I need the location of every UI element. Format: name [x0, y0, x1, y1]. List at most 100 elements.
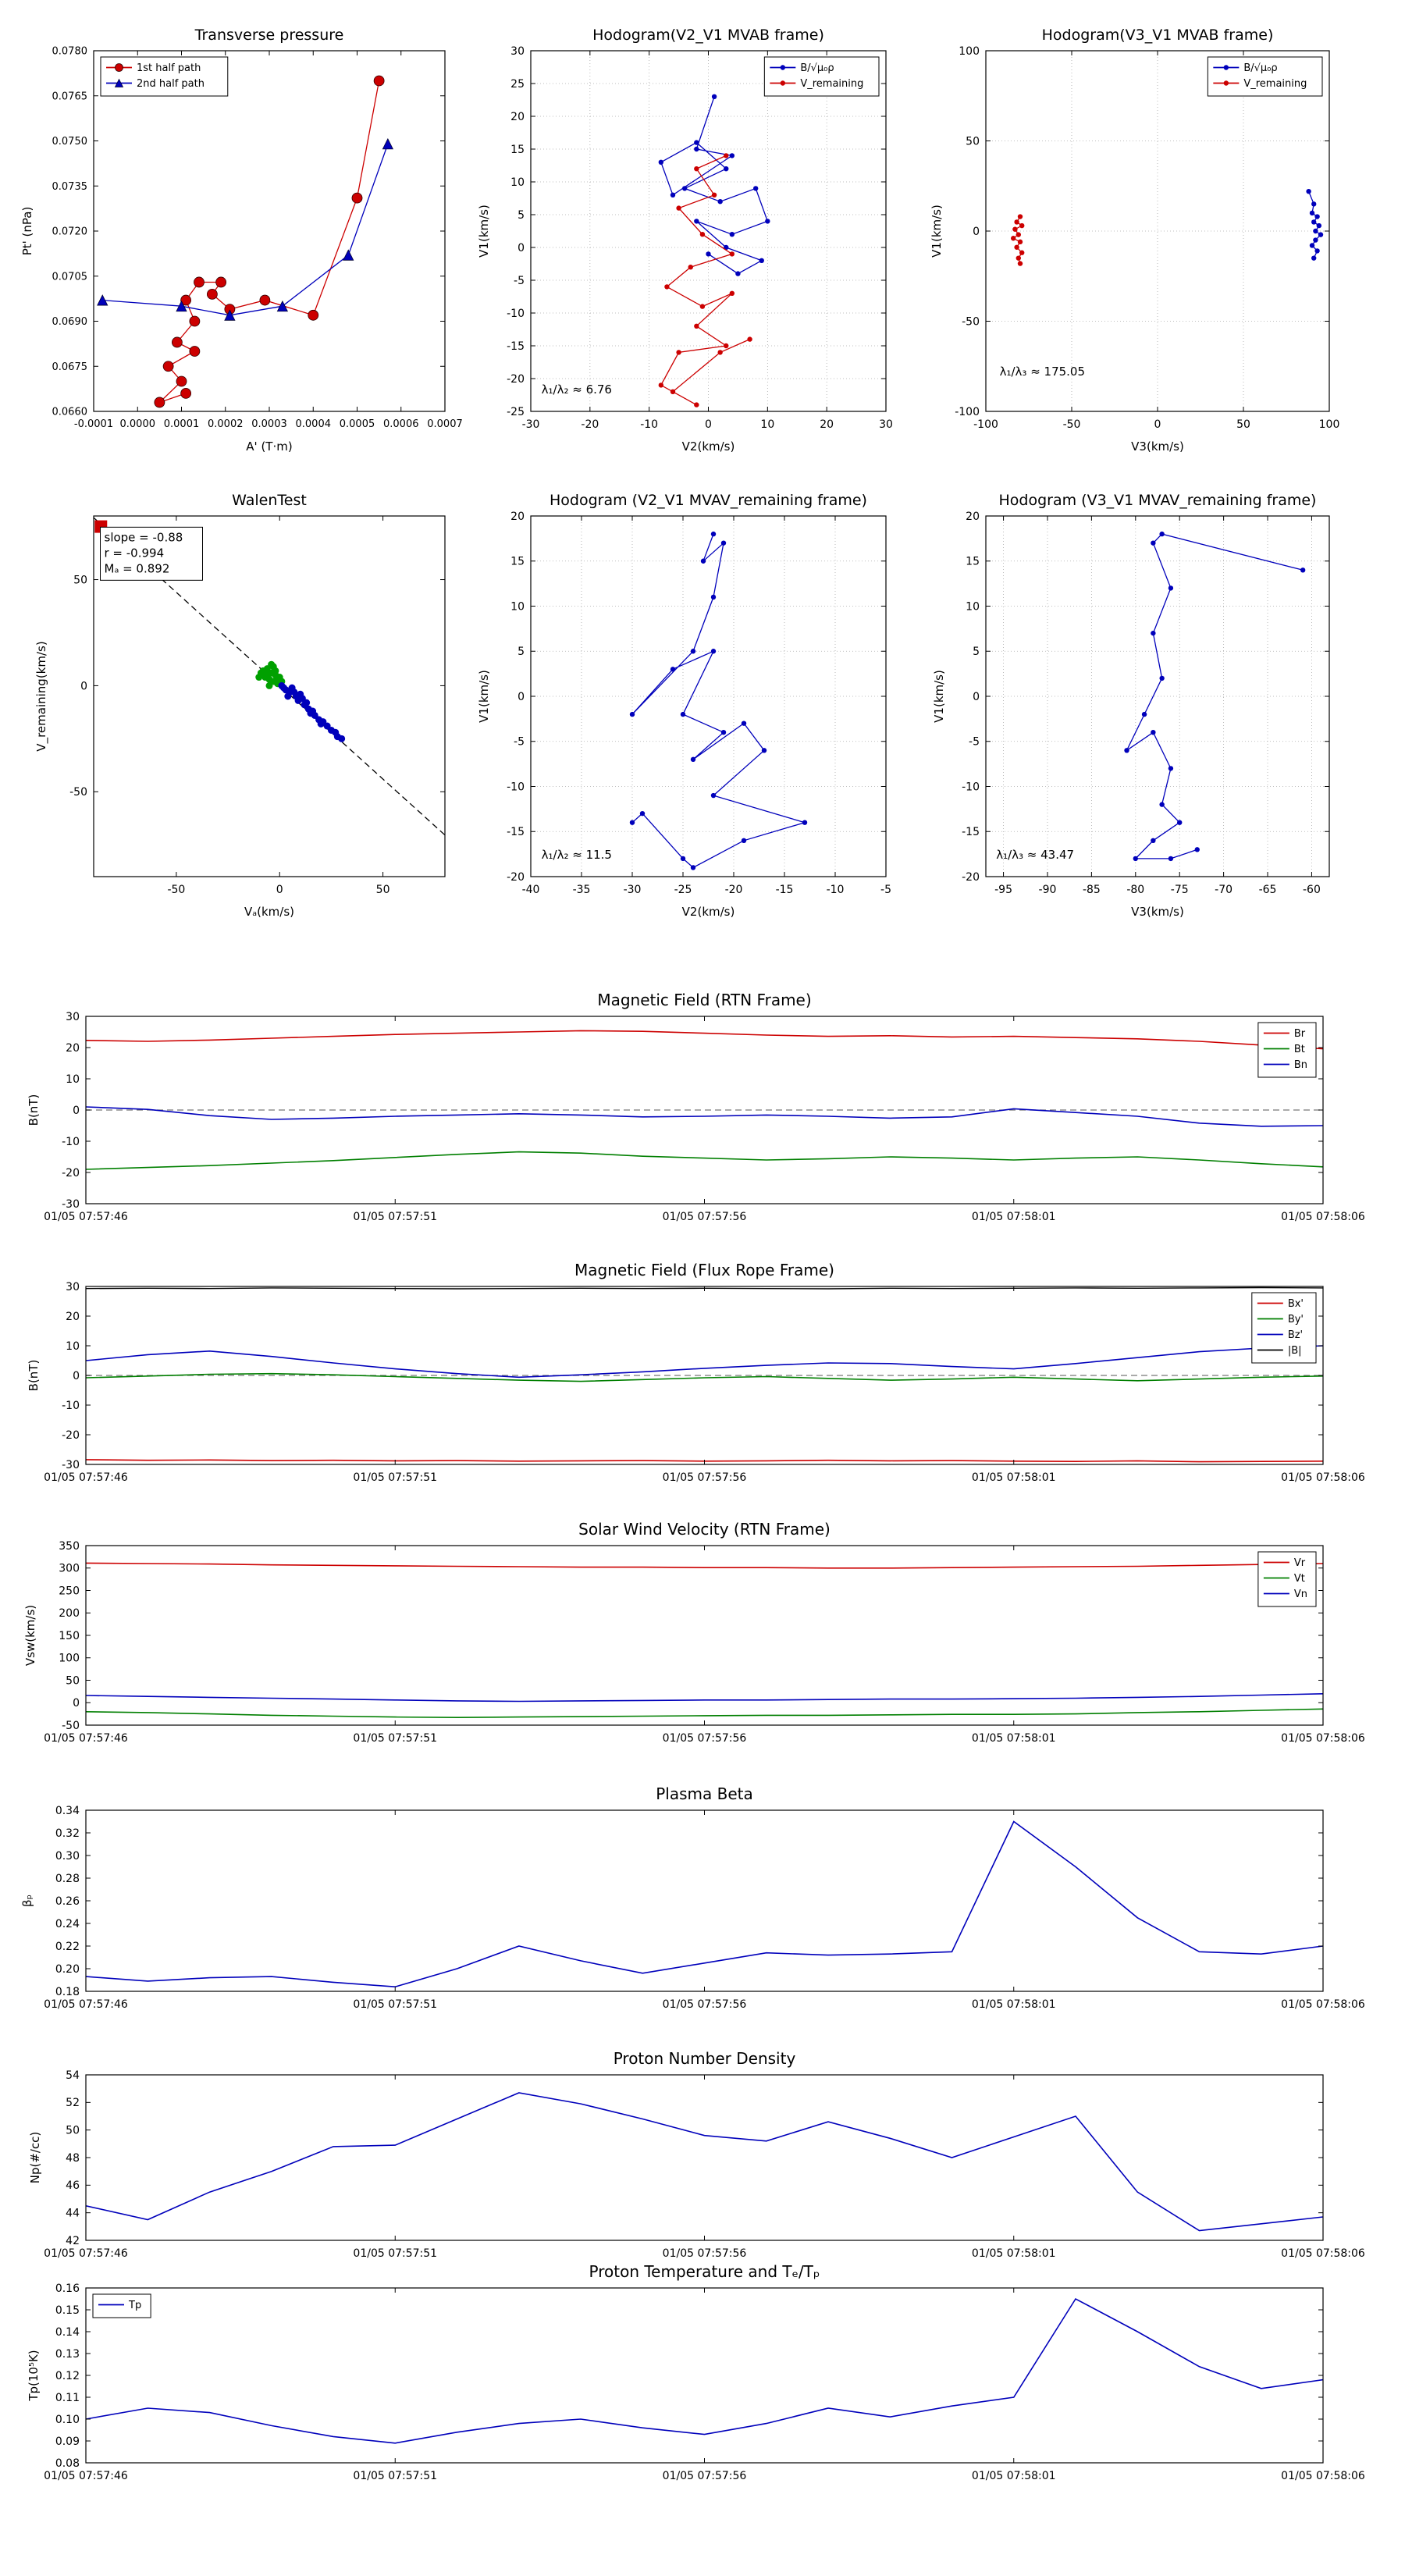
chart-title: WalenTest — [232, 492, 307, 509]
x-tick-label: -30 — [522, 418, 540, 431]
x-tick-label: -65 — [1259, 884, 1277, 896]
y-axis-label: B(nT) — [27, 1094, 41, 1126]
legend-label: By' — [1288, 1314, 1304, 1325]
y-tick-label: 0.0765 — [52, 91, 88, 102]
y-tick-label: -20 — [962, 871, 980, 884]
y-tick-label: 0.32 — [55, 1827, 80, 1840]
y-tick-label: 0.24 — [55, 1918, 80, 1930]
y-tick-label: -15 — [507, 340, 525, 353]
series-group — [86, 1562, 1323, 1719]
y-tick-label: 0.18 — [55, 1986, 80, 1998]
y-tick-label: 0.11 — [55, 2392, 80, 2404]
x-tick-label: 01/05 07:57:51 — [353, 2247, 437, 2260]
y-tick-label: 10 — [510, 600, 525, 613]
x-tick-label: 50 — [376, 884, 390, 896]
x-tick-label: 0 — [1154, 418, 1161, 431]
x-tick-label: 0.0006 — [383, 418, 419, 430]
legend-label: Bx' — [1288, 1298, 1304, 1310]
x-tick-label: 01/05 07:57:46 — [44, 1732, 128, 1745]
chart-svg: -95 -90 -85 -80 -75 -70 -65 -60 -20 -15 -10 -5 0 5 10 1… — [932, 492, 1330, 919]
x-tick-label: -20 — [581, 418, 599, 431]
series-group — [629, 531, 808, 870]
y-axis-label: βₚ — [20, 1895, 34, 1907]
chart-title: Solar Wind Velocity (RTN Frame) — [578, 1520, 831, 1539]
x-tick-label: 01/05 07:58:01 — [972, 2470, 1056, 2482]
series-group — [1011, 188, 1324, 266]
y-tick-label: 350 — [59, 1540, 80, 1553]
chart-svg: 01/05 07:57:46 01/05 07:57:51 01/05 07:57:… — [23, 1520, 1365, 1745]
legend-label: Bn — [1294, 1059, 1307, 1071]
x-tick-label: -5 — [880, 884, 891, 896]
series-1st half path — [158, 80, 380, 404]
x-tick-label: 50 — [1236, 418, 1250, 431]
y-tick-label: 15 — [510, 144, 525, 156]
series-Br — [86, 1030, 1323, 1050]
y-tick-label: 0.0675 — [52, 361, 88, 373]
y-tick-label: 20 — [510, 511, 525, 523]
x-tick-label: 0.0000 — [120, 418, 156, 430]
x-tick-label: -35 — [573, 884, 591, 896]
legend-label: 2nd half path — [137, 78, 205, 90]
x-tick-label: 01/05 07:57:56 — [663, 1998, 747, 2011]
annotation: λ₁/λ₃ ≈ 43.47 — [996, 848, 1074, 862]
annotation: λ₁/λ₂ ≈ 11.5 — [542, 848, 612, 862]
y-tick-label: 52 — [66, 2097, 80, 2109]
y-axis-label: B(nT) — [27, 1360, 41, 1392]
x-tick-label: 0.0004 — [296, 418, 332, 430]
y-tick-label: 0 — [73, 1697, 80, 1710]
series-Tp — [86, 2297, 1323, 2444]
y-tick-label: 20 — [510, 111, 525, 123]
x-axis-label: V2(km/s) — [682, 439, 735, 454]
series-V_remaining — [660, 155, 750, 406]
x-tick-label: -50 — [1063, 418, 1081, 431]
y-tick-label: 0.26 — [55, 1895, 80, 1908]
chart-title: Hodogram(V3_V1 MVAB frame) — [1042, 27, 1274, 44]
chart-svg: 01/05 07:57:46 01/05 07:57:51 01/05 07:57:… — [27, 991, 1365, 1223]
x-tick-label: 01/05 07:57:51 — [353, 1732, 437, 1745]
x-tick-label: 0.0003 — [251, 418, 287, 430]
chart-title: Magnetic Field (RTN Frame) — [597, 991, 811, 1009]
y-tick-label: -15 — [507, 826, 525, 838]
chart-svg: 01/05 07:57:46 01/05 07:57:51 01/05 07:57:… — [28, 2049, 1365, 2260]
y-tick-label: -50 — [62, 1720, 80, 1732]
plot-transverse-pressure: -0.0001 0.0000 0.0001 0.0002 0.0003 0.0004 0.0… — [20, 12, 472, 477]
x-tick-label: 01/05 07:58:01 — [972, 1732, 1056, 1745]
x-tick-label: 01/05 07:57:46 — [44, 2470, 128, 2482]
y-tick-label: 0.10 — [55, 2414, 80, 2426]
y-tick-label: 0.16 — [55, 2282, 80, 2295]
legend: Bx' By' Bz' |B| — [1251, 1292, 1317, 1364]
x-tick-label: -40 — [522, 884, 540, 896]
x-axis-label: V2(km/s) — [682, 905, 735, 919]
y-tick-label: 250 — [59, 1585, 80, 1597]
x-axis-label: V3(km/s) — [1131, 905, 1184, 919]
y-tick-label: 100 — [959, 45, 980, 58]
x-tick-label: -50 — [167, 884, 185, 896]
annotation: r = -0.994 — [105, 546, 165, 560]
y-tick-label: 0.13 — [55, 2348, 80, 2361]
y-tick-label: -50 — [962, 315, 980, 328]
y-tick-label: 0.0750 — [52, 136, 88, 148]
legend-label: Vt — [1294, 1573, 1305, 1585]
series-group — [86, 2297, 1323, 2444]
y-tick-label: 100 — [59, 1653, 80, 1665]
y-tick-label: 30 — [510, 45, 525, 58]
x-tick-label: 30 — [879, 418, 893, 431]
x-tick-label: -70 — [1215, 884, 1232, 896]
y-tick-label: 0 — [73, 1105, 80, 1117]
y-tick-label: 0.14 — [55, 2326, 80, 2339]
series-Vn — [86, 1693, 1323, 1703]
chart-title: Proton Temperature and Tₑ/Tₚ — [589, 2262, 820, 2281]
x-axis-label: V3(km/s) — [1131, 439, 1184, 454]
plot-magnetic-field-rtn: 01/05 07:57:46 01/05 07:57:51 01/05 07:57:… — [0, 966, 1405, 1235]
x-tick-label: 0.0001 — [164, 418, 200, 430]
x-tick-label: 01/05 07:57:56 — [663, 1732, 747, 1745]
y-tick-label: 0.20 — [55, 1963, 80, 1976]
legend-label: 1st half path — [137, 62, 201, 74]
annotation: slope = -0.88 — [105, 530, 183, 544]
series-group — [97, 75, 394, 408]
series-Np — [86, 2092, 1323, 2232]
y-tick-label: 0.34 — [55, 1805, 80, 1817]
legend-label: |B| — [1288, 1345, 1302, 1357]
y-tick-label: -30 — [62, 1459, 80, 1471]
x-tick-label: -80 — [1126, 884, 1144, 896]
